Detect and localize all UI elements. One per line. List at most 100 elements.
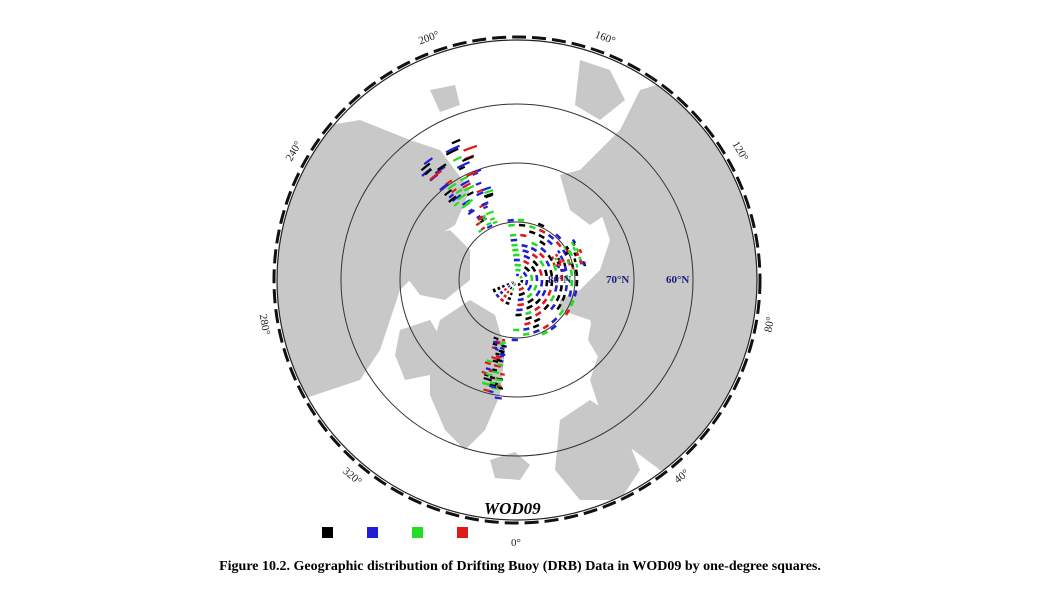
buoy-mark	[520, 233, 527, 238]
buoy-mark	[445, 144, 460, 154]
buoy-mark	[509, 233, 517, 237]
buoy-mark	[534, 305, 541, 312]
buoy-mark	[424, 168, 433, 176]
buoy-mark	[444, 179, 453, 186]
buoy-mark	[524, 321, 531, 326]
buoy-mark	[564, 284, 568, 292]
buoy-mark	[523, 327, 530, 331]
buoy-mark	[540, 246, 547, 254]
land-novaya-zemlya	[588, 300, 620, 360]
buoy-mark	[452, 155, 462, 162]
buoy-mark	[533, 317, 541, 323]
buoy-mark	[506, 282, 510, 286]
lon-label: 160°	[593, 29, 617, 47]
buoy-mark	[495, 293, 500, 299]
buoy-mark	[495, 355, 502, 359]
buoy-mark	[510, 238, 518, 242]
buoy-data-marks	[420, 138, 587, 400]
lon-label: 40°	[672, 467, 692, 486]
lon-label: 280°	[257, 313, 272, 336]
buoy-mark	[467, 209, 475, 216]
buoy-mark	[465, 198, 474, 205]
buoy-mark	[458, 165, 466, 171]
lat-circle-80	[458, 221, 576, 339]
buoy-mark	[581, 260, 586, 266]
lat-circle-60	[340, 103, 694, 457]
buoy-mark	[518, 291, 526, 297]
buoy-mark	[558, 263, 562, 267]
buoy-mark	[550, 279, 554, 287]
land-masses	[277, 60, 757, 500]
buoy-mark	[495, 352, 500, 356]
buoy-mark	[555, 240, 562, 248]
buoy-mark	[531, 241, 539, 247]
buoy-mark	[460, 179, 470, 187]
buoy-mark	[501, 338, 506, 342]
buoy-mark	[570, 241, 575, 246]
buoy-mark	[489, 381, 496, 385]
lon-label: 80°	[762, 316, 776, 333]
buoy-mark	[483, 376, 492, 382]
buoy-mark	[489, 375, 496, 380]
buoy-mark	[567, 249, 574, 257]
buoy-mark	[579, 259, 583, 265]
buoy-mark	[461, 201, 471, 209]
land-scandinavia	[555, 400, 640, 500]
buoy-mark	[498, 349, 505, 353]
buoy-mark	[507, 296, 512, 301]
buoy-mark	[531, 253, 539, 259]
buoy-mark	[558, 309, 565, 316]
buoy-mark	[503, 294, 508, 298]
buoy-mark	[486, 359, 493, 364]
buoy-mark	[483, 205, 489, 210]
buoy-mark	[541, 289, 547, 297]
buoy-mark	[495, 347, 499, 351]
buoy-mark	[521, 244, 528, 248]
buoy-mark	[541, 298, 548, 305]
buoy-mark	[578, 248, 583, 254]
buoy-mark	[519, 275, 523, 279]
buoy-mark	[563, 262, 567, 267]
buoy-mark	[539, 260, 545, 267]
land-bering-islands	[430, 85, 460, 112]
buoy-mark	[559, 285, 563, 292]
buoy-mark	[556, 303, 562, 311]
buoy-mark	[420, 162, 431, 172]
buoy-mark	[507, 218, 514, 222]
buoy-mark	[476, 191, 484, 197]
buoy-mark	[535, 289, 541, 297]
buoy-mark	[455, 188, 463, 195]
buoy-mark	[462, 182, 471, 189]
buoy-mark	[529, 274, 534, 282]
buoy-mark	[494, 377, 503, 382]
buoy-mark	[477, 228, 483, 233]
buoy-mark	[517, 297, 525, 302]
legend-swatch	[412, 527, 423, 538]
buoy-mark	[538, 228, 546, 234]
buoy-mark	[451, 194, 462, 203]
buoy-mark	[530, 246, 538, 252]
buoy-mark	[500, 372, 505, 376]
buoy-mark	[569, 299, 575, 307]
buoy-mark	[522, 332, 530, 336]
buoy-mark	[483, 388, 490, 393]
buoy-mark	[564, 309, 571, 316]
bottom-lon-label: 0°	[511, 537, 521, 549]
buoy-mark	[500, 351, 505, 355]
buoy-mark	[518, 286, 525, 292]
buoy-mark	[485, 210, 494, 216]
buoy-mark	[483, 192, 494, 198]
buoy-mark	[443, 189, 453, 197]
buoy-mark	[477, 215, 484, 221]
buoy-mark	[546, 239, 554, 246]
buoy-mark	[489, 383, 497, 387]
buoy-mark	[550, 324, 557, 331]
buoy-mark	[472, 171, 479, 176]
buoy-mark	[543, 269, 548, 277]
buoy-mark	[543, 303, 550, 311]
buoy-mark	[532, 284, 538, 291]
buoy-mark	[530, 265, 537, 272]
buoy-mark	[466, 191, 474, 197]
buoy-mark	[456, 161, 471, 169]
buoy-mark	[573, 258, 577, 263]
